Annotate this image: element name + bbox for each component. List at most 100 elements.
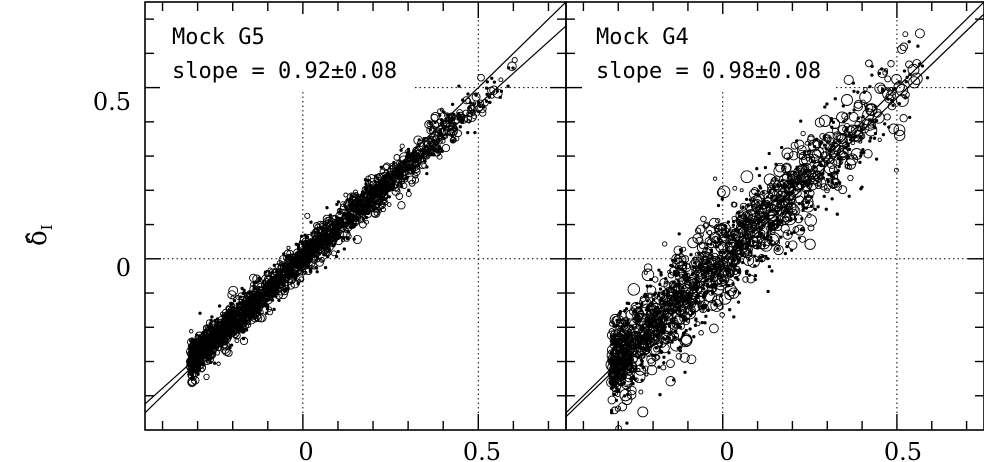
- data-point: [753, 264, 757, 268]
- data-point: [649, 330, 660, 341]
- data-point: [665, 301, 669, 305]
- data-point: [198, 352, 206, 360]
- data-point: [783, 182, 797, 196]
- data-point: [217, 335, 221, 339]
- data-point: [232, 298, 237, 303]
- data-point: [267, 298, 271, 302]
- data-point: [762, 198, 766, 203]
- data-point: [758, 255, 763, 260]
- data-point: [856, 116, 863, 123]
- data-point: [808, 142, 812, 146]
- data-point: [315, 270, 319, 274]
- data-point: [831, 181, 835, 185]
- data-point: [314, 266, 319, 270]
- y-axis-label-symbol: δ̂: [23, 230, 53, 246]
- data-point: [240, 286, 244, 291]
- data-point: [340, 201, 346, 208]
- data-point: [365, 175, 372, 182]
- data-point: [624, 335, 628, 339]
- data-point: [782, 162, 792, 173]
- data-point: [831, 173, 839, 180]
- data-point: [187, 343, 194, 350]
- data-point: [336, 200, 341, 204]
- data-point: [426, 120, 433, 128]
- data-point: [741, 213, 747, 219]
- data-point: [824, 207, 828, 211]
- data-point: [411, 176, 420, 184]
- data-point: [733, 289, 737, 293]
- data-point: [489, 85, 499, 95]
- data-point: [760, 233, 765, 238]
- data-point: [228, 285, 239, 296]
- panel-frame: [565, 1, 984, 431]
- data-point: [677, 294, 689, 306]
- data-point: [773, 164, 786, 178]
- data-point: [865, 59, 873, 68]
- data-point: [702, 283, 706, 287]
- data-point: [622, 353, 632, 363]
- data-point: [786, 173, 800, 187]
- data-point: [272, 307, 276, 312]
- data-point: [611, 335, 615, 340]
- data-point: [368, 187, 377, 197]
- data-point: [712, 176, 718, 181]
- data-point: [666, 340, 670, 344]
- data-point: [189, 367, 194, 373]
- data-point: [635, 312, 648, 326]
- data-point: [349, 225, 353, 230]
- data-point: [405, 154, 410, 159]
- data-point: [827, 176, 839, 189]
- data-point: [451, 139, 455, 143]
- data-point: [242, 288, 246, 292]
- data-point: [675, 272, 679, 276]
- data-point: [317, 252, 322, 256]
- data-point: [656, 337, 667, 348]
- data-point: [428, 121, 432, 125]
- data-points: [186, 57, 518, 388]
- data-point: [743, 254, 755, 267]
- data-point: [217, 304, 222, 308]
- data-point: [397, 160, 403, 166]
- data-point: [755, 258, 759, 263]
- data-point: [322, 214, 331, 223]
- data-point: [282, 265, 291, 274]
- data-point: [742, 276, 749, 283]
- data-point: [770, 269, 774, 273]
- data-point: [908, 115, 912, 120]
- data-point: [453, 121, 457, 126]
- data-point: [847, 174, 854, 182]
- data-point: [658, 287, 663, 291]
- data-point: [633, 345, 637, 350]
- data-point: [858, 154, 863, 158]
- data-point: [858, 160, 862, 165]
- data-point: [484, 86, 489, 90]
- data-point: [673, 324, 678, 329]
- data-point: [673, 313, 686, 326]
- data-point: [361, 217, 366, 221]
- data-point: [264, 293, 269, 298]
- data-point: [677, 281, 681, 286]
- axis-ticks: [145, 2, 566, 430]
- data-point: [857, 125, 864, 133]
- data-point: [692, 233, 703, 244]
- data-point: [210, 315, 214, 319]
- legend-box: [582, 14, 834, 90]
- data-point: [707, 285, 711, 289]
- data-point: [334, 254, 339, 259]
- data-point: [255, 310, 259, 315]
- data-point: [831, 127, 839, 135]
- data-point: [682, 261, 688, 267]
- data-point: [417, 138, 421, 142]
- data-point: [757, 254, 766, 263]
- data-point: [699, 266, 707, 275]
- legend-box: [160, 14, 412, 90]
- data-point: [239, 323, 247, 331]
- data-point: [266, 306, 272, 312]
- data-point: [680, 285, 685, 290]
- data-point: [341, 208, 346, 213]
- data-point: [847, 147, 852, 152]
- data-point: [808, 156, 816, 164]
- data-point: [256, 282, 266, 292]
- data-point: [700, 251, 707, 258]
- data-point: [691, 268, 698, 275]
